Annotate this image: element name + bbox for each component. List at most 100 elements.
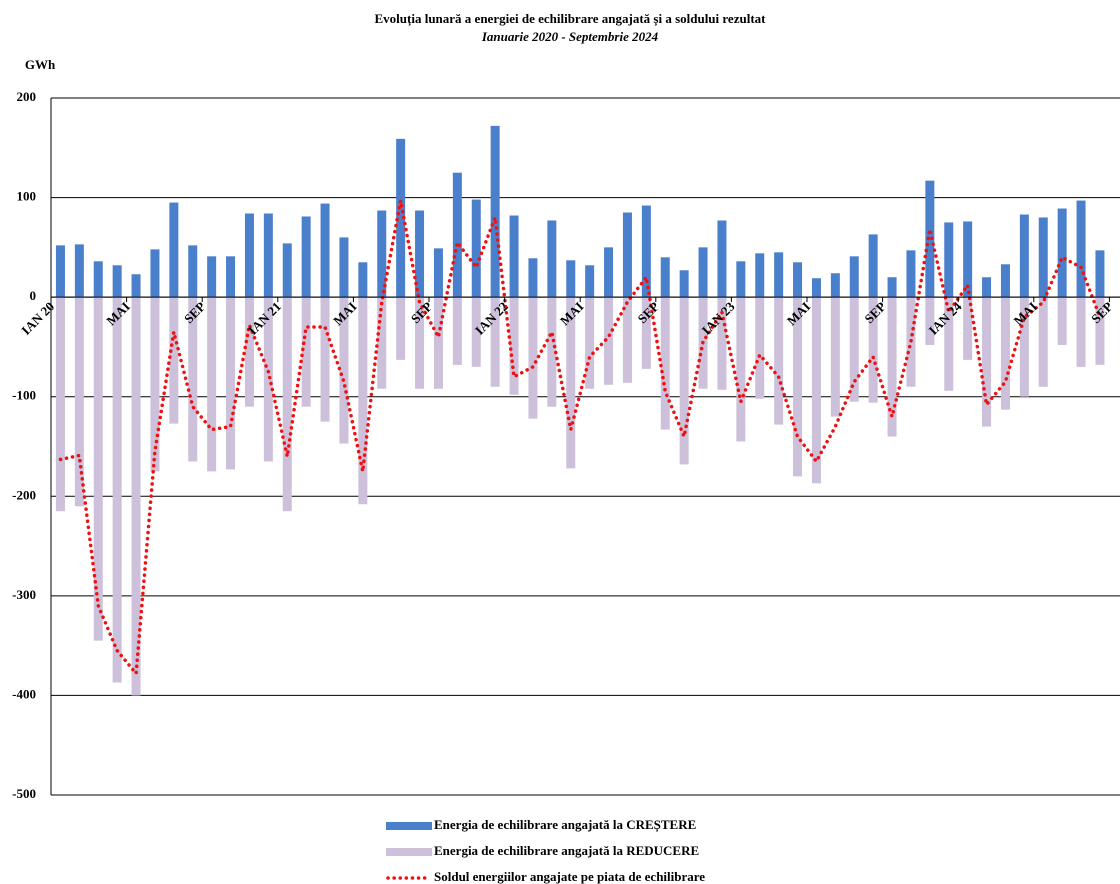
bar [131,297,141,696]
x-tick-label: SEP [861,299,889,327]
x-tick-label: MAI [1011,299,1040,328]
x-tick-label: SEP [1088,299,1116,327]
bar [585,297,595,389]
bar [604,247,614,298]
bar [320,203,330,298]
bar [717,220,727,298]
bar [433,297,443,389]
x-tick-label: SEP [635,299,663,327]
y-tick-label: -500 [12,786,36,801]
bar [509,297,519,395]
bar [471,199,481,298]
bar [93,261,103,298]
x-tick-label: MAI [784,299,813,328]
bar [263,213,273,298]
bar [1057,208,1067,298]
y-tick-label: 0 [30,288,37,303]
bar [188,245,198,298]
bar [830,273,840,298]
bar [320,297,330,422]
bar [396,297,406,360]
bar [830,297,840,417]
bar [358,297,368,505]
bar [566,260,576,298]
bar [207,256,217,298]
bar [604,297,614,385]
bar [301,216,311,298]
bar [1076,200,1086,298]
bar [433,248,443,298]
bar [679,270,689,298]
bar [698,247,708,298]
x-tick-label: MAI [557,299,586,328]
legend-label: Energia de echilibrare angajată la CREȘT… [434,817,696,833]
bar [793,262,803,298]
bar [377,297,387,389]
bar [679,297,689,465]
line [58,198,1102,676]
bar [887,297,897,437]
bar [811,278,821,298]
legend-swatch [386,848,432,856]
bar [774,252,784,298]
bar [811,297,821,484]
bar [358,262,368,298]
bar [415,210,425,298]
bar [641,297,651,369]
bar [226,256,236,298]
bar [509,215,519,298]
bar [1095,297,1105,365]
y-tick-label: 200 [17,89,37,104]
bar [566,297,576,469]
y-axis-label: GWh [25,57,56,72]
y-tick-label: -100 [12,388,36,403]
bar [528,297,538,419]
bar [660,297,670,430]
bar [282,297,292,512]
bar [490,297,500,387]
y-tick-label: -300 [12,587,36,602]
bar [490,125,500,298]
bar [55,245,65,298]
bar [528,258,538,298]
bar [755,297,765,399]
bar [736,261,746,298]
bar [1076,297,1086,367]
y-tick-label: -400 [12,686,36,701]
legend-swatch [386,822,432,830]
bar [906,250,916,298]
bar [377,210,387,298]
bar [150,249,160,298]
bar [244,213,254,298]
bar [622,297,632,383]
bar [641,205,651,298]
bar [301,297,311,407]
x-tick-label: SEP [181,299,209,327]
bar [868,297,878,403]
bar [150,297,160,472]
bar [547,220,557,298]
bar [774,297,784,425]
bar [112,297,122,683]
bar [1095,250,1105,298]
bar [944,297,954,391]
bar [244,297,254,407]
bar [188,297,198,462]
bar [982,297,992,427]
bar [74,297,84,507]
bar [585,265,595,298]
bar [1000,264,1010,298]
bar [887,277,897,298]
bar [717,297,727,390]
bar [1038,297,1048,387]
bar [169,297,179,424]
bar [982,277,992,298]
legend-label: Soldul energiilor angajate pe piata de e… [434,869,705,884]
bar [736,297,746,442]
chart-title: Evoluția lunară a energiei de echilibrar… [375,11,767,27]
y-tick-label: 100 [17,189,37,204]
bar [112,265,122,298]
bar [868,234,878,298]
bar [1057,297,1067,345]
bar [263,297,273,462]
